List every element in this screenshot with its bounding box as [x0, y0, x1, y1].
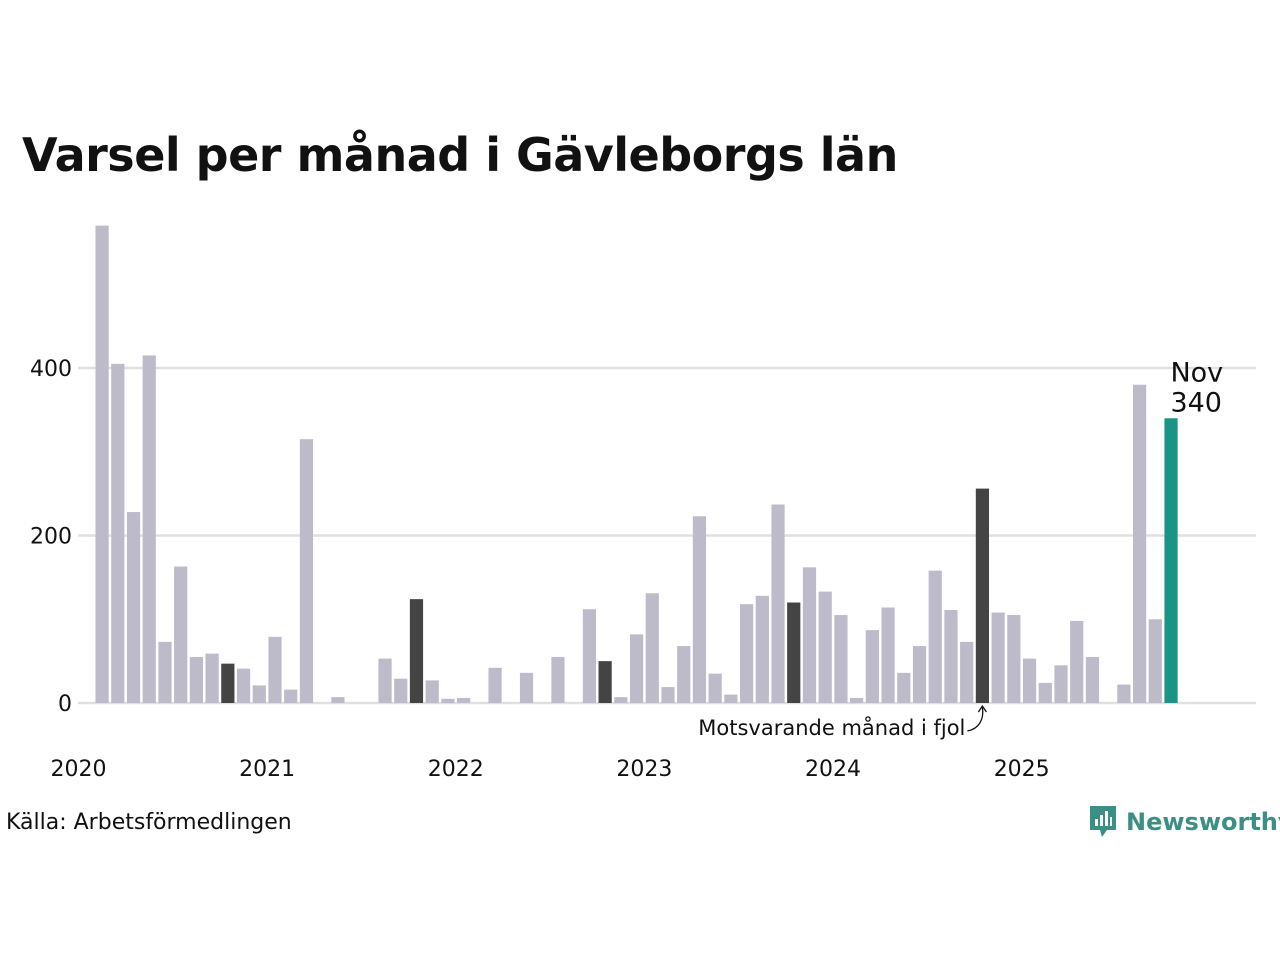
annotation-arrowhead — [977, 704, 987, 713]
source-note: Källa: Arbetsförmedlingen — [6, 810, 292, 835]
bar-8 — [205, 653, 219, 703]
bar-44 — [771, 504, 785, 703]
bar-47 — [818, 591, 832, 703]
annotation-group: Motsvarande månad i fjol — [698, 704, 987, 740]
bar-56 — [960, 641, 974, 703]
bar-43 — [755, 595, 769, 703]
bar-28 — [519, 672, 534, 703]
bar-10 — [236, 668, 251, 703]
annotation-text: Motsvarande månad i fjol — [698, 715, 965, 740]
bar-35 — [629, 634, 644, 703]
bar-6 — [174, 566, 188, 703]
bar-63 — [1070, 620, 1084, 703]
bar-24 — [457, 697, 471, 703]
bar-38 — [677, 646, 691, 703]
bar-40 — [708, 673, 722, 703]
newsworthy-logo: Newsworthy — [1088, 804, 1280, 840]
bar-32 — [582, 609, 596, 703]
bar-9 — [221, 663, 235, 703]
bar-5 — [158, 641, 172, 703]
bar-42 — [740, 604, 754, 703]
bar-61 — [1038, 682, 1052, 703]
newsworthy-logo-icon — [1090, 806, 1116, 837]
bar-37 — [661, 687, 675, 703]
bar-26 — [488, 667, 502, 703]
bar-11 — [252, 685, 266, 703]
y-tick-label-0: 0 — [58, 692, 72, 717]
bar-33 — [598, 661, 612, 704]
bar-34 — [614, 697, 628, 703]
bar-19 — [378, 658, 392, 703]
y-axis-ticks: 0 200 400 — [30, 357, 72, 717]
current-month-label: Nov — [1170, 357, 1223, 388]
bar-52 — [897, 672, 911, 703]
bar-3 — [126, 512, 141, 703]
bar-57 — [975, 488, 989, 703]
bar-48 — [834, 615, 848, 703]
x-tick-label-2024: 2024 — [805, 757, 861, 782]
y-tick-label-200: 200 — [30, 525, 72, 550]
bar-59 — [1007, 615, 1021, 703]
bar-36 — [645, 593, 659, 703]
bar-1 — [95, 225, 109, 704]
bar-22 — [425, 680, 439, 703]
x-axis-year-labels: 2020 2021 2022 2023 2024 2025 — [51, 757, 1050, 782]
bar-41 — [724, 694, 738, 704]
x-tick-label-2020: 2020 — [51, 757, 107, 782]
bar-14 — [299, 439, 314, 703]
current-value-label: Nov 340 — [1170, 357, 1223, 418]
x-tick-label-2025: 2025 — [994, 757, 1050, 782]
bar-12 — [268, 636, 282, 703]
bar-4 — [142, 355, 156, 703]
bar-21 — [409, 599, 424, 703]
bar-68 — [1148, 619, 1162, 703]
bar-13 — [284, 689, 298, 703]
x-tick-label-2022: 2022 — [428, 757, 484, 782]
chart-title: Varsel per månad i Gävleborgs län — [22, 128, 898, 182]
bar-58 — [991, 612, 1005, 703]
bar-49 — [850, 697, 864, 703]
bar-chart: 0 200 400 2020 2021 2022 2023 2024 2025 Motsvar… — [30, 225, 1256, 782]
bar-45 — [787, 602, 801, 703]
x-tick-label-2023: 2023 — [616, 757, 672, 782]
bars — [95, 225, 1178, 704]
bar-23 — [441, 698, 455, 703]
bar-54 — [928, 570, 942, 703]
bar-50 — [865, 630, 879, 703]
bar-53 — [912, 646, 927, 703]
bar-16 — [331, 697, 345, 703]
bar-66 — [1117, 684, 1131, 703]
bar-55 — [944, 610, 958, 703]
bar-20 — [394, 678, 408, 703]
bar-67 — [1133, 384, 1147, 703]
newsworthy-logo-text: Newsworthy — [1126, 808, 1280, 836]
bar-30 — [551, 656, 565, 703]
bar-62 — [1054, 665, 1068, 703]
annotation-arrow — [967, 706, 984, 732]
bar-46 — [802, 567, 817, 703]
bar-60 — [1022, 658, 1037, 703]
current-value-label-number: 340 — [1170, 387, 1222, 418]
y-tick-label-400: 400 — [30, 357, 72, 382]
x-tick-label-2021: 2021 — [239, 757, 295, 782]
bar-7 — [189, 656, 203, 703]
bar-69 — [1164, 418, 1178, 703]
bar-64 — [1085, 656, 1100, 703]
bar-51 — [881, 607, 895, 703]
bar-39 — [692, 516, 707, 703]
bar-2 — [111, 363, 125, 703]
